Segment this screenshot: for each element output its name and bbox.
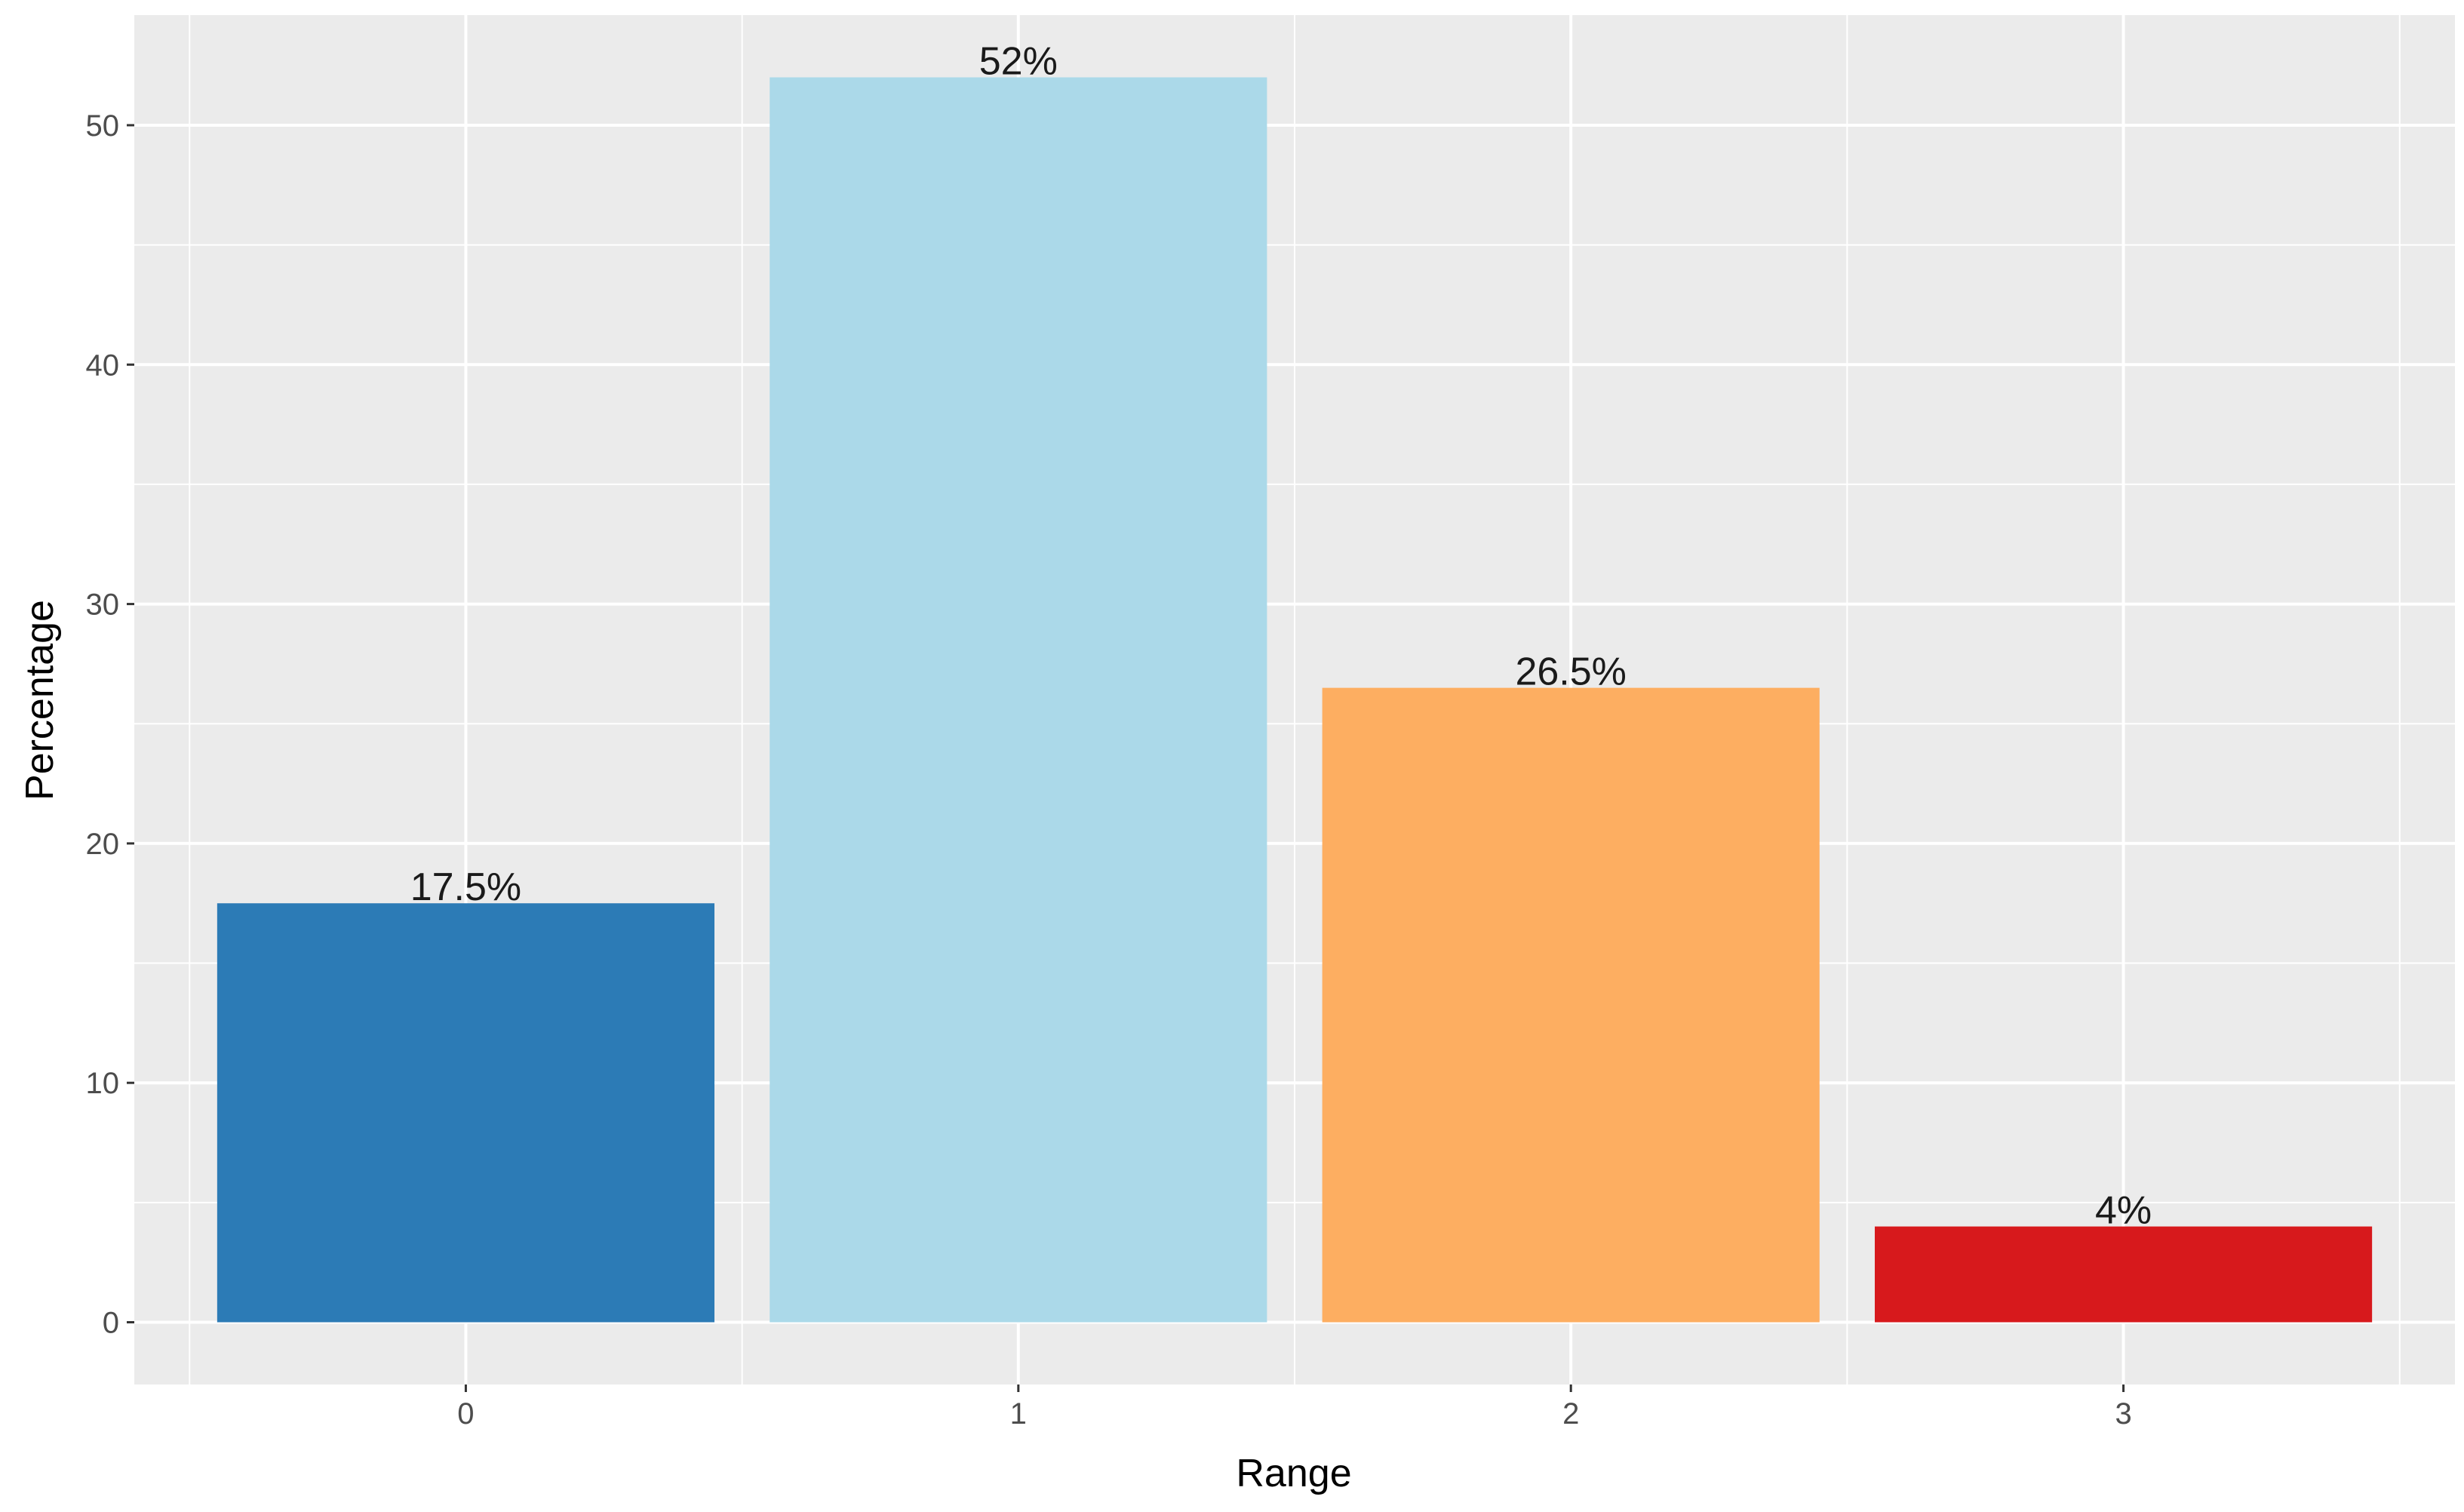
y-tick-label: 40	[86, 349, 120, 382]
y-tick-label: 0	[103, 1307, 119, 1340]
y-tick-label: 10	[86, 1067, 120, 1100]
bar-data-label: 4%	[2095, 1189, 2152, 1233]
bar	[1322, 687, 1820, 1323]
bar	[217, 903, 714, 1323]
bar-data-labels: 17.5% 52% 26.5% 4%	[410, 40, 2152, 1233]
x-tick-label: 1	[1010, 1397, 1027, 1431]
bar-data-label: 52%	[979, 40, 1058, 84]
bar-data-label: 17.5%	[410, 865, 521, 909]
y-tick-label: 20	[86, 828, 120, 861]
y-tick-label: 50	[86, 109, 120, 143]
bar-data-label: 26.5%	[1515, 650, 1626, 694]
y-axis-ticks: 0 10 20 30 40 50	[86, 109, 134, 1340]
bars	[217, 77, 2373, 1323]
bar	[1875, 1226, 2373, 1323]
bar	[770, 77, 1267, 1323]
x-tick-label: 2	[1562, 1397, 1579, 1431]
y-tick-label: 30	[86, 589, 120, 622]
y-axis-title: Percentage	[18, 600, 62, 801]
x-tick-label: 3	[2115, 1397, 2131, 1431]
x-axis-ticks: 0 1 2 3	[457, 1384, 2132, 1431]
x-axis-title: Range	[1236, 1452, 1351, 1495]
x-tick-label: 0	[457, 1397, 474, 1431]
